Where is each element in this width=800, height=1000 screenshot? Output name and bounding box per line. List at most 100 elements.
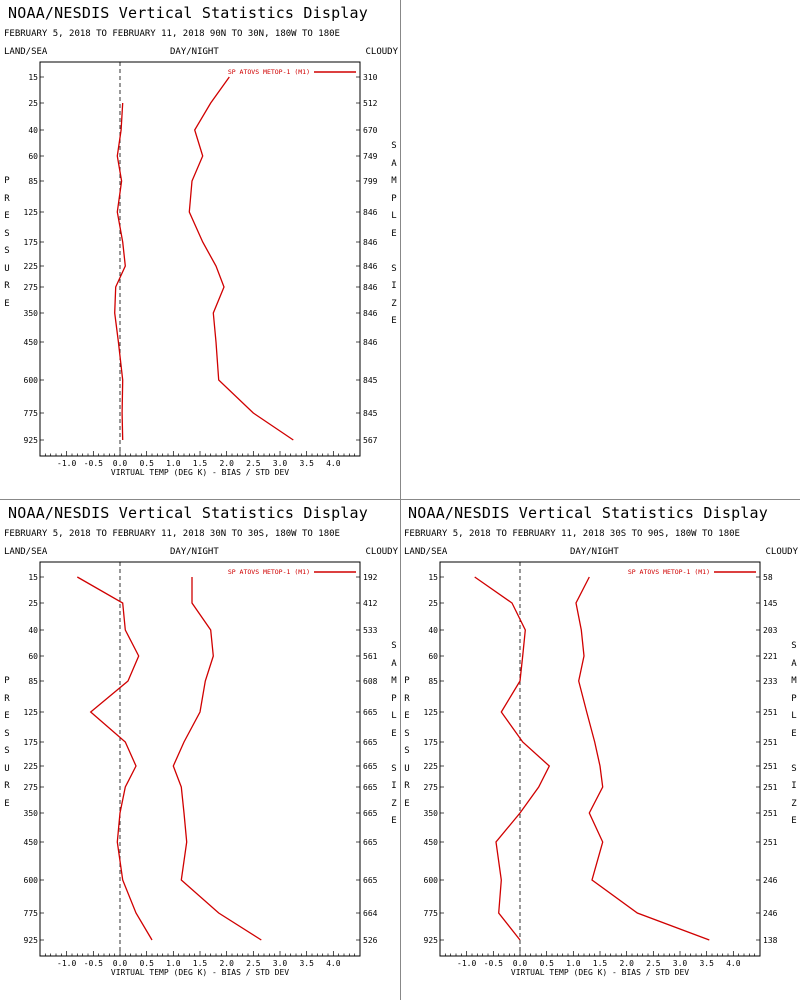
sample-size-axis-label: S A M P L E S I Z E [791, 641, 797, 826]
pressure-level-label: 600 [24, 876, 39, 885]
cloudy-label: CLOUDY [365, 547, 398, 557]
x-tick-label: 3.0 [273, 459, 288, 468]
plot-frame [439, 561, 761, 957]
x-tick-label: 1.5 [193, 959, 208, 968]
sample-size-label: 664 [363, 909, 378, 918]
sample-size-label: 561 [363, 652, 378, 661]
land-sea-label: LAND/SEA [404, 547, 448, 557]
pressure-level-label: 925 [424, 936, 439, 945]
pressure-level-label: 600 [24, 376, 39, 385]
sample-size-label: 846 [363, 338, 378, 347]
pressure-level-label: 85 [28, 677, 38, 686]
x-tick-label: 0.5 [139, 459, 154, 468]
x-tick-label: 3.0 [673, 959, 688, 968]
sample-size-label: 846 [363, 262, 378, 271]
sample-size-label: 246 [763, 876, 778, 885]
chart-panel-northern: NOAA/NESDIS Vertical Statistics Display … [0, 0, 400, 500]
x-tick-label: -0.5 [84, 959, 103, 968]
sample-size-label: 665 [363, 738, 378, 747]
x-tick-label: 3.5 [299, 459, 314, 468]
stddev-series-line [188, 76, 294, 441]
pressure-level-label: 775 [24, 909, 39, 918]
sample-size-label: 233 [763, 677, 778, 686]
cloudy-label: CLOUDY [765, 547, 798, 557]
sample-size-label: 251 [763, 708, 778, 717]
sample-size-label: 665 [363, 838, 378, 847]
x-tick-label: 4.0 [326, 459, 341, 468]
pressure-level-label: 60 [428, 652, 438, 661]
sample-size-label: 203 [763, 626, 778, 635]
legend-label: SP ATOVS METOP-1 (M1) [228, 568, 310, 576]
day-night-label: DAY/NIGHT [170, 47, 219, 57]
sample-size-label: 665 [363, 762, 378, 771]
pressure-level-label: 225 [24, 762, 39, 771]
sample-size-label: 567 [363, 436, 378, 445]
x-tick-label: 2.0 [619, 959, 634, 968]
pressure-level-label: 925 [24, 436, 39, 445]
panel-divider-horizontal [0, 499, 800, 500]
pressure-level-label: 275 [424, 783, 439, 792]
pressure-level-label: 225 [24, 262, 39, 271]
x-tick-label: 2.5 [246, 459, 261, 468]
sample-size-label: 799 [363, 177, 378, 186]
pressure-level-label: 600 [424, 876, 439, 885]
x-tick-label: 2.5 [246, 959, 261, 968]
sample-size-label: 251 [763, 738, 778, 747]
pressure-level-label: 60 [28, 652, 38, 661]
x-tick-label: 3.5 [299, 959, 314, 968]
pressure-level-label: 60 [28, 152, 38, 161]
x-tick-label: 4.0 [326, 959, 341, 968]
sample-size-label: 310 [363, 73, 378, 82]
sample-size-label: 665 [363, 809, 378, 818]
sample-size-label: 665 [363, 708, 378, 717]
pressure-level-label: 925 [24, 936, 39, 945]
x-tick-label: -1.0 [457, 959, 476, 968]
pressure-level-label: 175 [24, 738, 39, 747]
sample-size-axis-label: S A M P L E S I Z E [391, 141, 397, 326]
pressure-level-label: 450 [424, 838, 439, 847]
pressure-level-label: 85 [428, 677, 438, 686]
x-tick-label: 1.5 [193, 459, 208, 468]
sample-size-label: 846 [363, 309, 378, 318]
sample-size-label: 846 [363, 208, 378, 217]
pressure-level-label: 450 [24, 338, 39, 347]
chart-plot: -1.0 -0.5 0.0 0.5 1.0 1.5 2.0 2.5 3.0 3.5 4.0 VIRTU… [424, 561, 778, 977]
chart-plot: -1.0 -0.5 0.0 0.5 1.0 1.5 2.0 2.5 3.0 3.5 4.0 VIRTU… [24, 561, 378, 977]
sample-size-label: 251 [763, 762, 778, 771]
pressure-level-label: 25 [28, 599, 38, 608]
sample-size-label: 608 [363, 677, 378, 686]
chart-panel-tropics: NOAA/NESDIS Vertical Statistics Display … [0, 500, 400, 1000]
sample-size-label: 665 [363, 876, 378, 885]
pressure-level-label: 25 [28, 99, 38, 108]
pressure-level-label: 40 [28, 126, 38, 135]
sample-size-label: 251 [763, 838, 778, 847]
chart-subtitle: FEBRUARY 5, 2018 TO FEBRUARY 11, 2018 90… [4, 29, 340, 39]
pressure-axis-label: P R E S S U R E [404, 676, 410, 809]
x-tick-label: -0.5 [484, 959, 503, 968]
sample-size-label: 58 [763, 573, 773, 582]
x-tick-label: 0.0 [513, 959, 528, 968]
land-sea-label: LAND/SEA [4, 547, 48, 557]
day-night-label: DAY/NIGHT [170, 547, 219, 557]
x-tick-label: 1.0 [166, 959, 181, 968]
x-axis-title: VIRTUAL TEMP (DEG K) - BIAS / STD DEV [511, 968, 689, 977]
sample-size-label: 665 [363, 783, 378, 792]
sample-size-label: 251 [763, 783, 778, 792]
x-tick-label: 3.0 [273, 959, 288, 968]
pressure-level-label: 350 [424, 809, 439, 818]
x-tick-label: 3.5 [699, 959, 714, 968]
pressure-level-label: 125 [24, 708, 39, 717]
pressure-level-label: 175 [24, 238, 39, 247]
sample-size-label: 138 [763, 936, 778, 945]
x-tick-label: 0.0 [113, 959, 128, 968]
sample-size-axis-label: S A M P L E S I Z E [391, 641, 397, 826]
x-tick-label: -0.5 [84, 459, 103, 468]
pressure-level-label: 775 [424, 909, 439, 918]
chart-title: NOAA/NESDIS Vertical Statistics Display [8, 4, 368, 22]
pressure-level-label: 40 [28, 626, 38, 635]
stddev-series-line [172, 577, 262, 941]
x-tick-label: 4.0 [726, 959, 741, 968]
x-tick-label: 2.0 [219, 959, 234, 968]
bias-series-line [474, 576, 551, 941]
pressure-level-label: 40 [428, 626, 438, 635]
